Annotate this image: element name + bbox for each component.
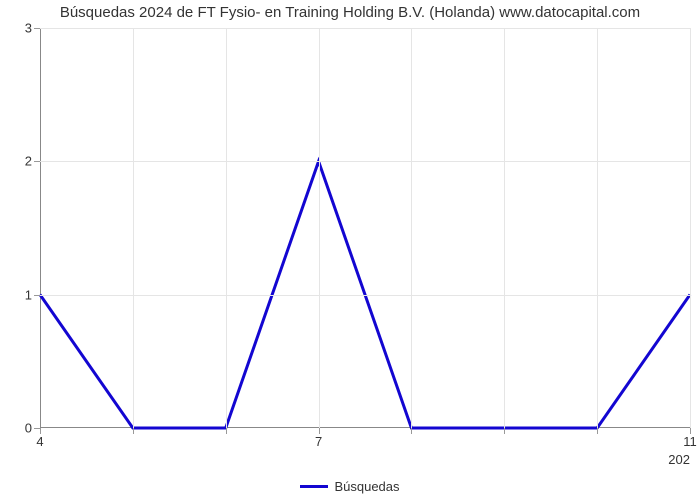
grid-line-v (411, 28, 412, 428)
grid-line-v (133, 28, 134, 428)
line-series (40, 28, 690, 428)
y-axis-tick (34, 28, 40, 29)
grid-line-v (690, 28, 691, 428)
legend-swatch (300, 485, 328, 488)
grid-line-v (597, 28, 598, 428)
grid-line-v (226, 28, 227, 428)
x-axis-tick (226, 428, 227, 434)
x-axis-tick (597, 428, 598, 434)
x-axis-label: 11 (683, 428, 697, 449)
grid-line-h (40, 161, 690, 162)
y-axis-tick (34, 161, 40, 162)
grid-line-v (504, 28, 505, 428)
chart-container: Búsquedas 2024 de FT Fysio- en Training … (0, 0, 700, 500)
legend: Búsquedas (0, 478, 700, 494)
grid-line-h (40, 28, 690, 29)
x-axis-tick (411, 428, 412, 434)
chart-title: Búsquedas 2024 de FT Fysio- en Training … (0, 4, 700, 21)
x-axis-label: 7 (315, 428, 322, 449)
grid-line-v (319, 28, 320, 428)
x-axis-label: 4 (36, 428, 43, 449)
x-axis-tick (133, 428, 134, 434)
x-axis-tick (504, 428, 505, 434)
plot-area: 202 01234711 (40, 28, 690, 428)
grid-line-h (40, 295, 690, 296)
legend-label: Búsquedas (334, 479, 399, 494)
y-axis-tick (34, 295, 40, 296)
